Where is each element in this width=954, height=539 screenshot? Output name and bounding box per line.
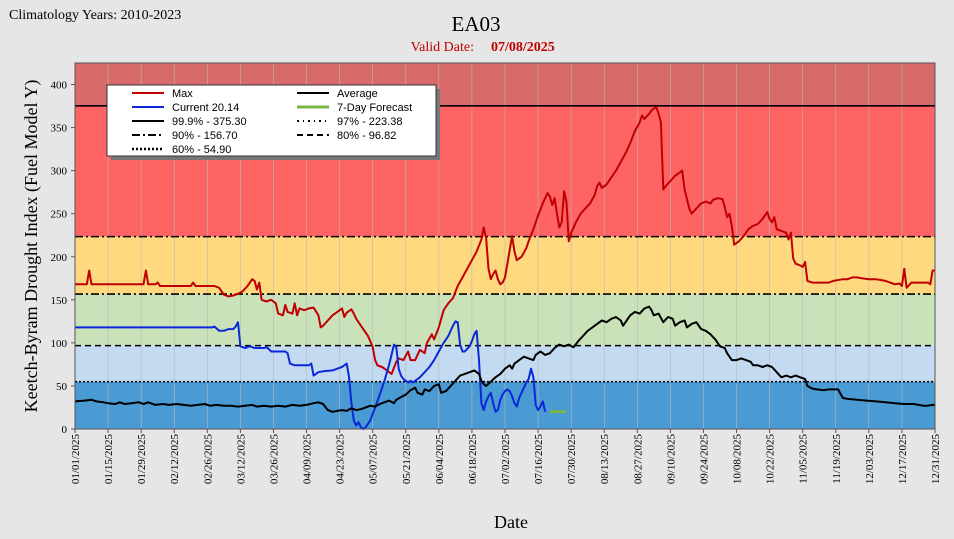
x-tick-label: 06/04/2025 xyxy=(434,434,446,485)
y-axis-label: Keetch-Byram Drought Index (Fuel Model Y… xyxy=(21,80,42,413)
legend-label: Max xyxy=(172,88,193,100)
x-tick-label: 07/16/2025 xyxy=(533,434,545,485)
x-tick-label: 12/03/2025 xyxy=(864,434,876,485)
y-tick-label: 0 xyxy=(62,424,68,436)
x-tick-label: 07/30/2025 xyxy=(566,434,578,485)
data-series xyxy=(74,105,935,430)
x-tick-label: 05/21/2025 xyxy=(401,434,413,485)
y-tick-label: 250 xyxy=(51,209,68,221)
legend-label: Average xyxy=(337,88,378,100)
x-tick-label: 09/10/2025 xyxy=(665,434,677,485)
legend-label: 7-Day Forecast xyxy=(337,102,412,114)
x-axis-label: Date xyxy=(494,512,528,532)
x-tick-label: 02/26/2025 xyxy=(202,434,214,485)
valid-date-label: Valid Date: xyxy=(411,40,474,55)
legend-label: 97% - 223.38 xyxy=(337,116,402,128)
x-tick-label: 11/05/2025 xyxy=(798,434,810,484)
legend-label: Current 20.14 xyxy=(172,102,239,114)
y-tick-label: 200 xyxy=(51,252,68,264)
y-tick-label: 150 xyxy=(51,295,68,307)
series-line-current xyxy=(75,320,547,430)
x-tick-label: 12/31/2025 xyxy=(930,434,942,485)
legend-label: 80% - 96.82 xyxy=(337,130,396,142)
x-tick-label: 08/27/2025 xyxy=(632,434,644,485)
y-tick-label: 400 xyxy=(51,80,68,92)
series-line-max xyxy=(75,105,935,375)
chart-title: EA03 xyxy=(452,12,501,36)
x-tick-label: 06/18/2025 xyxy=(467,434,479,485)
x-tick-label: 10/22/2025 xyxy=(765,434,777,485)
y-tick-label: 50 xyxy=(56,381,68,393)
climatology-years: Climatology Years: 2010-2023 xyxy=(9,8,181,23)
legend-label: 60% - 54.90 xyxy=(172,144,231,156)
valid-date-value: 07/08/2025 xyxy=(491,40,555,55)
legend-label: 99.9% - 375.30 xyxy=(172,116,247,128)
x-tick-label: 04/23/2025 xyxy=(335,434,347,485)
x-tick-label: 04/09/2025 xyxy=(302,434,314,485)
x-tick-label: 02/12/2025 xyxy=(169,434,181,485)
x-tick-label: 01/15/2025 xyxy=(103,434,115,485)
y-tick-label: 100 xyxy=(51,338,68,350)
x-tick-label: 05/07/2025 xyxy=(368,434,380,485)
x-tick-label: 03/26/2025 xyxy=(268,434,280,485)
x-tick-label: 09/24/2025 xyxy=(698,434,710,485)
x-tick-label: 01/01/2025 xyxy=(70,434,82,485)
x-tick-label: 10/08/2025 xyxy=(732,434,744,485)
y-tick-label: 350 xyxy=(51,123,68,135)
series-line-average xyxy=(74,305,935,413)
x-tick-label: 01/29/2025 xyxy=(136,434,148,485)
x-tick-label: 11/19/2025 xyxy=(831,434,843,484)
x-tick-label: 12/17/2025 xyxy=(897,434,909,485)
y-tick-label: 300 xyxy=(51,166,68,178)
x-axis-ticks: 01/01/2025 01/15/2025 01/29/2025 02/12/2025… xyxy=(70,429,942,484)
x-tick-label: 08/13/2025 xyxy=(599,434,611,485)
legend-label: 90% - 156.70 xyxy=(172,130,237,142)
x-tick-label: 03/12/2025 xyxy=(235,434,247,485)
legend: Max Average Current 20.14 7-Day Forecast 99.… xyxy=(106,84,440,160)
y-axis-ticks: 0 50 100 150 200 250 300 350 400 xyxy=(51,80,75,436)
x-tick-label: 07/02/2025 xyxy=(500,434,512,485)
